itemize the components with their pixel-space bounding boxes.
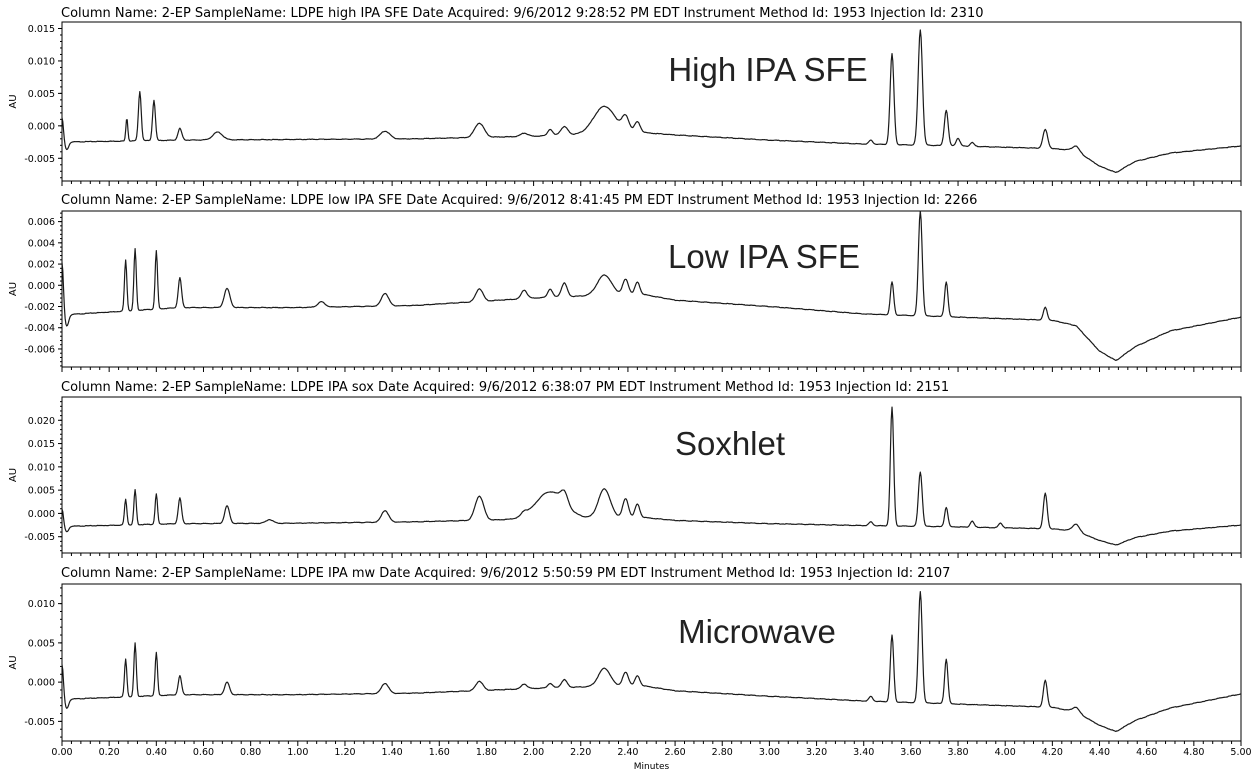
y-tick-label: 0.002 [28, 260, 55, 271]
x-tick-label: 3.80 [947, 747, 968, 758]
y-axis-label: AU [8, 468, 19, 482]
panel-header: Column Name: 2-EP SampleName: LDPE IPA s… [61, 380, 949, 395]
x-axis-label: Minutes [634, 762, 670, 772]
x-tick-label: 0.40 [146, 747, 167, 758]
y-tick-label: 0.010 [28, 462, 55, 473]
y-tick-label: 0.000 [28, 121, 55, 132]
x-tick-label: 2.80 [712, 747, 733, 758]
x-tick-label: 3.00 [759, 747, 780, 758]
y-tick-label: 0.010 [28, 56, 55, 67]
x-tick-label: 0.60 [193, 747, 214, 758]
y-axis-label: AU [8, 94, 19, 108]
x-tick-label: 1.20 [334, 747, 355, 758]
y-tick-label: 0.010 [28, 599, 55, 610]
trace-annotation: Microwave [678, 613, 836, 650]
y-tick-label: 0.005 [28, 638, 55, 649]
y-tick-label: 0.006 [28, 217, 55, 228]
y-tick-label: 0.000 [28, 509, 55, 520]
plot-frame [61, 210, 1242, 368]
y-tick-label: -0.006 [24, 344, 55, 355]
y-tick-label: -0.005 [24, 717, 55, 728]
chromatogram-trace [61, 406, 1242, 546]
x-tick-label: 2.20 [570, 747, 591, 758]
y-tick-label: 0.015 [28, 24, 55, 35]
y-tick-label: -0.005 [24, 154, 55, 165]
plot-frame [61, 583, 1242, 742]
plot-frame [61, 21, 1242, 182]
x-tick-label: 2.00 [523, 747, 544, 758]
y-tick-label: 0.015 [28, 439, 55, 450]
y-tick-label: -0.002 [24, 302, 55, 313]
y-tick-label: 0.004 [28, 238, 55, 249]
y-tick-label: 0.020 [28, 416, 55, 427]
x-tick-label: 1.40 [382, 747, 403, 758]
x-tick-label: 1.60 [429, 747, 450, 758]
trace-annotation: Low IPA SFE [668, 238, 860, 275]
x-tick-label: 4.00 [995, 747, 1016, 758]
chromatogram-trace [61, 210, 1242, 362]
x-tick-label: 0.80 [240, 747, 261, 758]
chromatogram-trace [61, 29, 1242, 173]
y-tick-label: 0.000 [28, 678, 55, 689]
y-axis-label: AU [8, 282, 19, 296]
y-tick-label: -0.005 [24, 532, 55, 543]
x-tick-label: 4.80 [1183, 747, 1204, 758]
chromatogram-trace [61, 591, 1242, 732]
x-tick-label: 1.00 [287, 747, 308, 758]
x-tick-label: 3.20 [806, 747, 827, 758]
trace-annotation: Soxhlet [675, 425, 785, 462]
y-tick-label: -0.004 [24, 323, 55, 334]
x-tick-label: 3.40 [853, 747, 874, 758]
x-tick-label: 0.20 [99, 747, 120, 758]
x-tick-label: 0.00 [51, 747, 72, 758]
trace-annotation: High IPA SFE [668, 51, 867, 88]
x-tick-label: 3.60 [900, 747, 921, 758]
y-axis-label: AU [8, 655, 19, 669]
x-tick-label: 5.00 [1230, 747, 1251, 758]
x-tick-label: 2.40 [617, 747, 638, 758]
x-tick-label: 2.60 [665, 747, 686, 758]
x-tick-label: 4.60 [1136, 747, 1157, 758]
plot-frame [61, 396, 1242, 554]
panel-header: Column Name: 2-EP SampleName: LDPE IPA m… [61, 566, 950, 581]
x-tick-label: 1.80 [476, 747, 497, 758]
x-tick-label: 4.20 [1042, 747, 1063, 758]
y-tick-label: 0.005 [28, 486, 55, 497]
y-tick-label: 0.000 [28, 281, 55, 292]
y-tick-label: 0.005 [28, 89, 55, 100]
x-tick-label: 4.40 [1089, 747, 1110, 758]
panel-header: Column Name: 2-EP SampleName: LDPE high … [61, 6, 984, 21]
panel-header: Column Name: 2-EP SampleName: LDPE low I… [61, 193, 977, 208]
